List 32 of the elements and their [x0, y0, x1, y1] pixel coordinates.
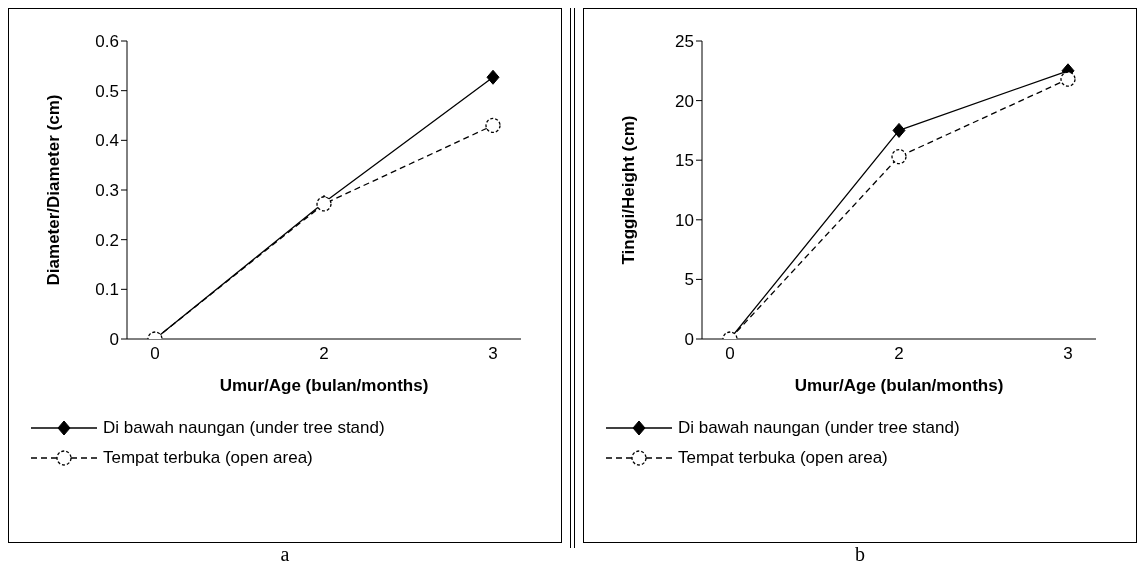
- y-tick-label: 15: [675, 151, 694, 171]
- x-tick-label: 0: [725, 344, 735, 364]
- y-tick-label: 0.2: [95, 230, 119, 250]
- legend-label: Tempat terbuka (open area): [103, 448, 313, 468]
- x-axis-title: Umur/Age (bulan/months): [219, 376, 429, 395]
- y-tick-label: 0.3: [95, 181, 119, 201]
- y-tick-label: 0.1: [95, 280, 119, 300]
- text: a: [279, 543, 291, 566]
- x-tick-label: 3: [488, 344, 498, 364]
- legend-label: Tempat terbuka (open area): [677, 448, 888, 468]
- point: [486, 69, 500, 85]
- y-tick-label: 0.4: [95, 131, 119, 151]
- y-tick-label: 5: [684, 270, 694, 290]
- y-tick-label: 0: [109, 330, 119, 350]
- y-axis-title: Diameter/Diameter (cm): [44, 94, 64, 286]
- y-tick-label: 20: [675, 91, 694, 111]
- y-tick-label: 0.5: [95, 81, 119, 101]
- y-axis-title: Tinggi/Height (cm): [619, 115, 639, 265]
- y-tick-label: 10: [675, 210, 694, 230]
- y-tick-label: 0: [684, 330, 694, 350]
- x-tick-label: 3: [1063, 344, 1073, 364]
- point: [1060, 71, 1076, 87]
- x-axis-title: Umur/Age (bulan/months): [794, 376, 1004, 395]
- legend-label: Di bawah naungan (under tree stand): [677, 418, 960, 438]
- x-tick-label: 2: [894, 344, 904, 364]
- y-tick-label: 0.6: [95, 32, 119, 52]
- y-tick-label: 25: [675, 32, 694, 52]
- x-tick-label: 0: [150, 344, 160, 364]
- legend-label: Di bawah naungan (under tree stand): [103, 418, 385, 438]
- text: b: [854, 543, 866, 566]
- point: [892, 122, 906, 138]
- x-tick-label: 2: [319, 344, 329, 364]
